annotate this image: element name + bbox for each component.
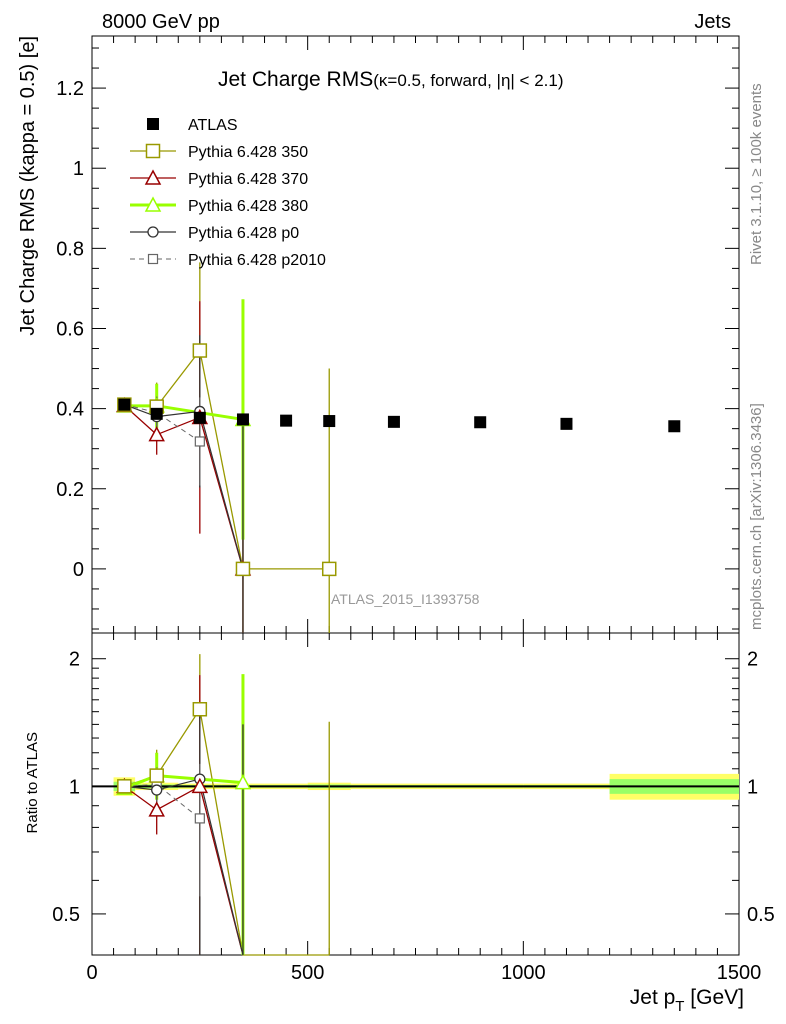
main-data-point — [474, 416, 487, 429]
chart-title-main: Jet Charge RMS — [218, 68, 373, 91]
main-data-point — [235, 561, 251, 577]
main-series-line — [124, 348, 330, 570]
main-series-line — [124, 404, 244, 570]
ratio-data-point — [148, 801, 165, 817]
main-axis-ticks: 0 0.2 0.4 0.6 0.8 1 1.2 — [56, 36, 740, 633]
main-y-tick-label: 0.6 — [56, 318, 84, 340]
chart-title-sub: (κ=0.5, forward, |η| < 2.1) — [373, 71, 563, 90]
main-data-point — [387, 415, 400, 428]
main-data-point — [321, 561, 337, 577]
ratio-series-line — [124, 707, 330, 956]
main-series-line — [123, 404, 244, 570]
main-data-series — [116, 262, 681, 633]
ratio-series-line — [124, 778, 244, 956]
analysis-watermark: ATLAS_2015_I1393758 — [331, 591, 480, 607]
ratio-y-tick-label-left: 0.5 — [52, 904, 80, 926]
legend-label: ATLAS — [188, 117, 238, 134]
legend: ATLAS Pythia 6.428 350 Pythia 6.428 370 Pyt… — [130, 117, 326, 269]
x-tick-label: 500 — [291, 962, 324, 984]
ratio-series-line — [123, 785, 244, 956]
legend-label: Pythia 6.428 350 — [188, 144, 308, 161]
legend-marker — [144, 196, 162, 212]
main-data-point — [560, 417, 573, 430]
ratio-y-tick-label-right: 1 — [747, 776, 758, 798]
main-y-axis-label: Jet Charge RMS (kappa = 0.5) [e] — [17, 36, 39, 336]
x-axis-label: Jet pT [GeV] — [630, 986, 744, 1015]
mcplots-label: mcplots.cern.ch [arXiv:1306.3436] — [748, 403, 765, 630]
ratio-series-line — [124, 783, 201, 819]
main-y-tick-label: 0.8 — [56, 238, 84, 260]
legend-label: Pythia 6.428 p2010 — [188, 252, 326, 269]
main-data-point — [280, 414, 293, 427]
x-tick-label: 1500 — [717, 962, 762, 984]
main-y-tick-label: 1 — [73, 158, 84, 180]
rivet-version-label: Rivet 3.1.10, ≥ 100k events — [748, 83, 765, 265]
ratio-y-axis-label: Ratio to ATLAS — [24, 732, 41, 833]
main-y-tick-label: 0.4 — [56, 399, 84, 421]
ratio-data-point — [151, 784, 163, 796]
ratio-axis-ticks: 0.5 0.5 1 1 2 2 0 500 1000 1500 — [52, 633, 775, 984]
legend-label: Pythia 6.428 370 — [188, 171, 308, 188]
main-data-point — [193, 411, 206, 424]
main-series-line — [124, 404, 201, 442]
ratio-data-point — [117, 779, 132, 794]
main-data-point — [323, 415, 336, 428]
ratio-data-point — [149, 768, 164, 783]
x-axis-label-main: Jet p — [630, 986, 676, 1009]
main-data-point — [194, 436, 205, 447]
ratio-y-tick-label-right: 0.5 — [747, 904, 775, 926]
main-y-tick-label: 0.2 — [56, 479, 84, 501]
legend-label: Pythia 6.428 p0 — [188, 225, 299, 242]
legend-marker — [144, 169, 162, 185]
ratio-y-tick-label-left: 2 — [69, 649, 80, 671]
main-data-point — [192, 343, 208, 358]
ratio-y-tick-label-right: 2 — [747, 649, 758, 671]
header-energy-label: 8000 GeV pp — [102, 11, 220, 33]
legend-marker — [145, 143, 161, 159]
x-axis-label-subscript: T — [675, 998, 684, 1015]
ratio-data-point — [194, 813, 205, 824]
main-y-tick-label: 1.2 — [56, 78, 84, 100]
ratio-data-point — [192, 701, 208, 717]
legend-label: Pythia 6.428 380 — [188, 198, 308, 215]
ratio-data-series — [116, 654, 330, 956]
main-data-point — [236, 413, 249, 426]
main-data-point — [118, 398, 131, 411]
ratio-y-tick-label-left: 1 — [69, 776, 80, 798]
legend-marker — [147, 118, 159, 130]
main-y-tick-label: 0 — [73, 559, 84, 581]
ratio-data-point — [234, 774, 252, 790]
x-axis-label-unit: [GeV] — [684, 986, 744, 1009]
header-jets-label: Jets — [694, 11, 731, 33]
main-series-line — [124, 404, 244, 421]
x-tick-label: 0 — [86, 962, 97, 984]
main-data-point — [150, 407, 163, 420]
x-tick-label: 1000 — [501, 962, 546, 984]
main-data-point — [148, 426, 165, 442]
main-data-point — [668, 420, 681, 433]
chart-title: Jet Charge RMS(κ=0.5, forward, |η| < 2.1… — [218, 68, 564, 91]
legend-marker — [147, 226, 159, 238]
legend-marker — [147, 253, 159, 265]
ratio-data-point — [191, 777, 209, 794]
